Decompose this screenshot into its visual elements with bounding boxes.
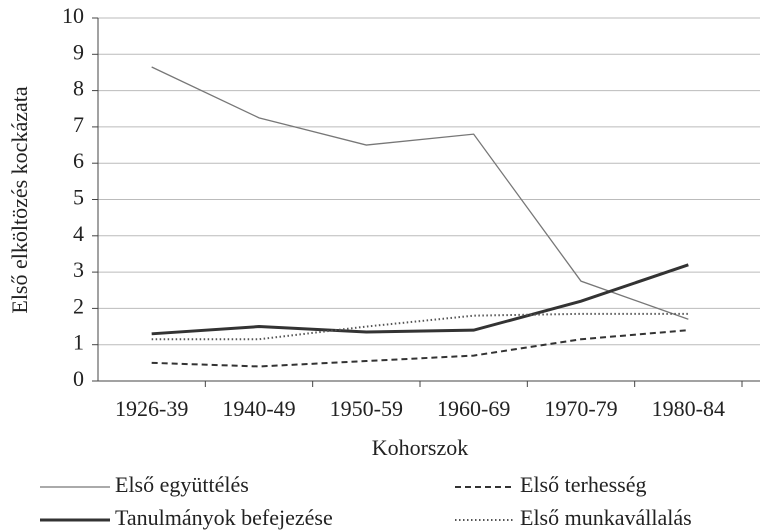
y-tick-label: 7 [73,112,84,137]
y-tick-label: 4 [73,221,84,246]
y-axis-title: Első elköltözés kockázata [7,86,32,313]
x-tick-label: 1980-84 [652,396,725,421]
legend-label: Első terhesség [520,472,646,497]
legend-label: Első munkavállalás [520,505,692,530]
x-tick-label: 1960-69 [437,396,510,421]
series-line [151,263,689,336]
x-tick-label: 1970-79 [544,396,617,421]
legend-label: Tanulmányok befejezése [115,505,333,530]
y-tick-label: 10 [62,3,84,28]
y-tick-label: 8 [73,76,84,101]
y-tick-label: 2 [73,293,84,318]
x-axis-title: Kohorszok [372,435,469,460]
series-line [151,312,689,341]
y-tick-label: 0 [73,366,84,391]
x-tick-label: 1926-39 [115,396,188,421]
y-tick-label: 1 [73,330,84,355]
y-tick-label: 6 [73,148,84,173]
series-line [151,66,689,320]
y-tick-label: 3 [73,257,84,282]
x-tick-label: 1950-59 [330,396,403,421]
x-tick-label: 1940-49 [222,396,295,421]
y-tick-label: 5 [73,185,84,210]
legend-label: Első együttélés [115,472,249,497]
series-line [151,329,689,368]
y-tick-label: 9 [73,39,84,64]
